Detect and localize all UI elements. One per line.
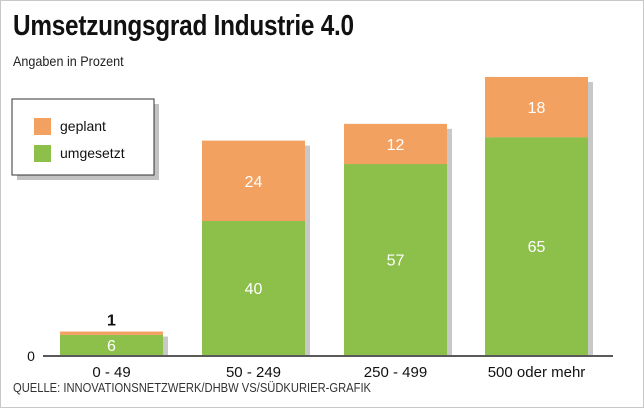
x-tick-label-0: 0 - 49: [92, 364, 130, 381]
value-label-umgesetzt-3: 65: [528, 239, 546, 256]
bar-geplant-3: [485, 76, 588, 138]
legend-label-umgesetzt: umgesetzt: [60, 145, 125, 161]
legend-label-geplant: geplant: [60, 118, 106, 134]
value-label-geplant-1: 24: [245, 174, 263, 191]
value-label-umgesetzt-2: 57: [387, 253, 405, 270]
value-label-geplant-0: 1: [107, 313, 116, 330]
bar-umgesetzt-3: [485, 137, 588, 355]
legend-box: [11, 98, 155, 176]
legend: geplant umgesetzt: [11, 98, 159, 180]
value-label-umgesetzt-0: 6: [107, 338, 116, 355]
legend-swatch-umgesetzt: [34, 145, 51, 162]
x-tick-label-2: 250 - 499: [364, 364, 427, 381]
legend-swatch-geplant: [34, 118, 51, 135]
bar-umgesetzt-1: [202, 221, 305, 355]
labels-layer: 6 1 40 24 57 12 65 18: [107, 100, 545, 355]
axis-layer: 0 - 49 50 - 249 250 - 499 500 oder mehr 0: [27, 348, 613, 381]
bars-layer: [60, 76, 593, 355]
bar-umgesetzt-2: [344, 164, 447, 355]
chart-subtitle: Angaben in Prozent: [13, 53, 124, 69]
x-tick-label-3: 500 oder mehr: [488, 364, 586, 381]
bar-geplant-2: [344, 123, 447, 165]
bar-geplant-1: [202, 140, 305, 221]
bar-umgesetzt-0: [60, 334, 163, 355]
value-label-geplant-3: 18: [528, 100, 546, 117]
chart-title: Umsetzungsgrad Industrie 4.0: [13, 10, 354, 42]
y-tick-label-0: 0: [27, 348, 35, 364]
source-note: QUELLE: INNOVATIONSNETZWERK/DHBW VS/SÜDK…: [13, 380, 372, 395]
value-label-geplant-2: 12: [387, 137, 405, 154]
x-tick-label-1: 50 - 249: [226, 364, 281, 381]
value-label-umgesetzt-1: 40: [245, 281, 263, 298]
bar-geplant-0: [60, 331, 163, 335]
